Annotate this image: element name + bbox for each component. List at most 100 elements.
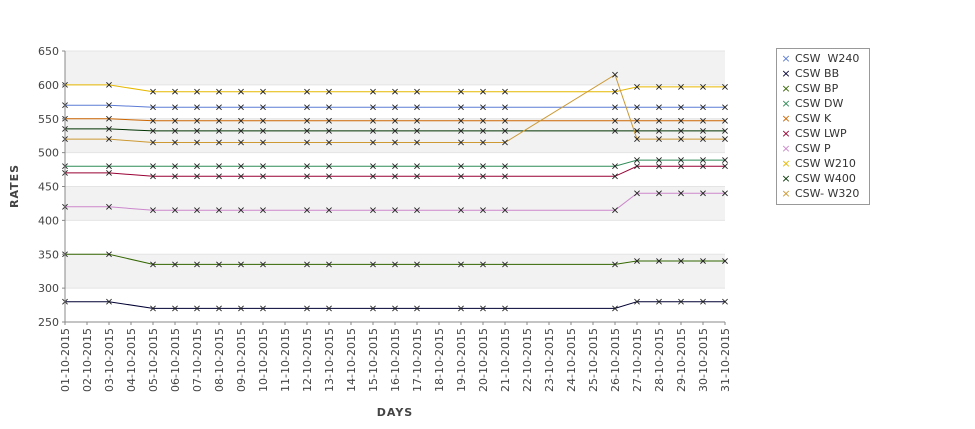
- y-tick-label: 250: [38, 316, 59, 329]
- data-point: [194, 305, 200, 312]
- data-point: [722, 83, 728, 90]
- legend-label: CSW BB: [795, 67, 840, 80]
- data-point: [634, 163, 640, 170]
- legend-marker-icon: ×: [781, 52, 791, 65]
- data-point: [700, 258, 706, 264]
- x-tick-label: 11-10-2015: [279, 328, 292, 392]
- data-point: [722, 117, 728, 124]
- data-point: [678, 128, 684, 134]
- legend-marker-icon: ×: [781, 82, 791, 95]
- data-point: [238, 88, 244, 95]
- data-point: [612, 117, 618, 124]
- data-point: [634, 258, 640, 264]
- legend-item: × CSW W400: [777, 171, 869, 186]
- data-point: [304, 207, 310, 214]
- data-point: [612, 173, 618, 180]
- data-point: [392, 104, 398, 111]
- data-point: [634, 136, 640, 142]
- data-point: [502, 128, 508, 134]
- data-point: [414, 104, 420, 111]
- y-tick-label: 450: [38, 181, 59, 194]
- data-point: [502, 207, 508, 214]
- data-point: [172, 305, 178, 312]
- x-tick-label: 16-10-2015: [389, 328, 402, 392]
- data-point: [260, 163, 266, 170]
- y-tick-label: 550: [38, 113, 59, 126]
- data-point: [326, 88, 332, 95]
- data-point: [172, 117, 178, 124]
- x-tick-label: 31-10-2015: [719, 328, 732, 392]
- legend-marker-icon: ×: [781, 112, 791, 125]
- data-point: [216, 88, 222, 95]
- data-point: [150, 207, 156, 214]
- x-tick-label: 10-10-2015: [257, 328, 270, 392]
- data-point: [304, 261, 310, 268]
- data-point: [304, 128, 310, 134]
- x-tick-label: 12-10-2015: [301, 328, 314, 392]
- legend-item: × CSW P: [777, 141, 869, 156]
- data-point: [150, 117, 156, 124]
- data-point: [502, 117, 508, 124]
- data-point: [656, 298, 662, 305]
- data-point: [216, 261, 222, 268]
- data-point: [612, 128, 618, 134]
- grid-bands: [65, 51, 725, 289]
- series-9: [62, 71, 728, 146]
- data-point: [414, 117, 420, 124]
- data-point: [458, 173, 464, 180]
- x-tick-label: 07-10-2015: [191, 328, 204, 392]
- data-point: [172, 128, 178, 134]
- series-line: [65, 84, 725, 93]
- data-point: [172, 173, 178, 180]
- data-point: [304, 104, 310, 111]
- data-point: [678, 136, 684, 142]
- data-point: [304, 163, 310, 170]
- legend-label: CSW W240: [795, 52, 860, 65]
- data-point: [172, 163, 178, 170]
- legend-item: × CSW LWP: [777, 126, 869, 141]
- data-point: [194, 139, 200, 146]
- data-point: [722, 104, 728, 111]
- data-point: [370, 163, 376, 170]
- legend-label: CSW BP: [795, 82, 839, 95]
- data-point: [370, 207, 376, 214]
- x-tick-label: 09-10-2015: [235, 328, 248, 392]
- data-point: [392, 117, 398, 124]
- data-point: [612, 261, 618, 268]
- data-point: [238, 173, 244, 180]
- legend-label: CSW DW: [795, 97, 844, 110]
- legend-label: CSW W400: [795, 172, 856, 185]
- data-point: [150, 139, 156, 146]
- data-point: [260, 117, 266, 124]
- x-tick-label: 22-10-2015: [521, 328, 534, 392]
- data-point: [172, 104, 178, 111]
- y-tick-labels: 250 300 350 400 450 500 550 600 650: [38, 45, 59, 329]
- data-point: [634, 190, 640, 197]
- data-point: [260, 173, 266, 180]
- data-point: [656, 190, 662, 197]
- grid-band: [65, 51, 725, 85]
- legend-item: × CSW BP: [777, 81, 869, 96]
- data-point: [480, 261, 486, 268]
- data-point: [106, 203, 112, 210]
- series-line: [65, 301, 725, 309]
- y-tick-label: 400: [38, 214, 59, 227]
- data-point: [304, 88, 310, 95]
- legend-item: × CSW DW: [777, 96, 869, 111]
- data-point: [722, 163, 728, 170]
- data-point: [106, 102, 112, 109]
- data-point: [414, 163, 420, 170]
- data-point: [722, 298, 728, 305]
- series-line: [65, 104, 725, 108]
- data-point: [216, 139, 222, 146]
- data-point: [216, 128, 222, 134]
- grid-band: [65, 254, 725, 289]
- x-tick-label: 01-10-2015: [59, 328, 72, 392]
- data-point: [458, 305, 464, 312]
- data-point: [238, 104, 244, 111]
- data-point: [458, 117, 464, 124]
- series-line: [65, 192, 725, 211]
- data-point: [480, 117, 486, 124]
- legend-marker-icon: ×: [781, 142, 791, 155]
- data-point: [260, 128, 266, 134]
